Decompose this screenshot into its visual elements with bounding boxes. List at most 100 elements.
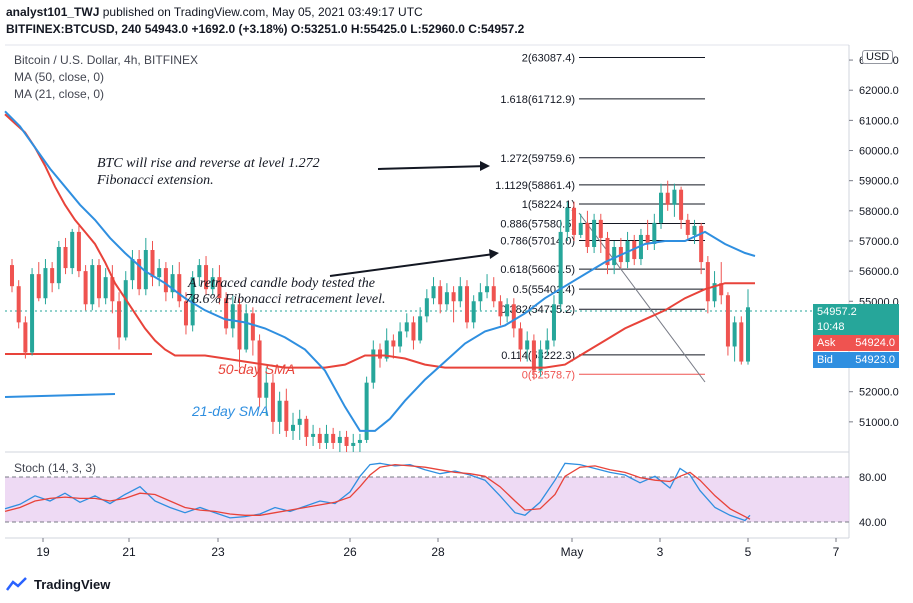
candle-body [190,277,195,326]
candle-body [665,192,670,205]
y-tick-label: 52000.0 [859,387,899,399]
candle-body [679,189,684,220]
candle-body [612,246,617,266]
candle-body [217,277,222,299]
sma50-label: 50-day SMA [218,361,295,377]
y-axis-ticks: 51000.052000.053000.054000.055000.056000… [849,55,899,429]
fib-level-label: 0.618(56067.5) [500,264,575,276]
stoch-axis-ticks: 80.00 40.00 [859,472,887,529]
y-tick-label: 58000.0 [859,206,899,218]
candle-body [117,301,122,338]
tradingview-logo[interactable]: TradingView [6,576,110,592]
x-tick-label: 23 [211,545,225,559]
y-tick-label: 62000.0 [859,85,899,97]
candle-body [438,286,443,305]
candle-body [324,433,329,443]
candle-body [525,340,530,350]
bid-tag: Bid 54923.0 [813,352,899,368]
candle-body [96,265,101,299]
candle-body [244,313,249,350]
candle-body [384,340,389,359]
candle-body [739,322,744,362]
retrace-note-line1: A retraced candle body tested the [187,276,375,291]
fib-level-label: 1(58224.1) [522,199,575,211]
candle-body [745,307,751,362]
candle-body [511,304,516,329]
candle-body [572,207,577,235]
candle-body [598,219,603,238]
candle-body [364,382,369,440]
candle-body [732,322,737,347]
candle-body [56,246,61,284]
candle-body [725,295,730,347]
x-tick-label: 7 [833,545,840,559]
candle-body [76,231,81,272]
y-tick-label: 60000.0 [859,146,899,158]
y-tick-label: 56000.0 [859,266,899,278]
candle-body [531,340,536,371]
candlesticks [9,180,751,452]
candle-body [130,259,135,281]
chart-legend-title[interactable]: Bitcoin / U.S. Dollar, 4h, BITFINEX [14,53,199,67]
legend-ma50[interactable]: MA (50, close, 0) [14,70,105,84]
candle-body [344,436,349,446]
candle-body [304,418,309,437]
ask-label: Ask [817,337,836,349]
candle-body [270,382,275,422]
fib-level-label: 2(63087.4) [522,52,575,64]
currency-button[interactable]: USD [862,50,894,64]
y-tick-label: 61000.0 [859,115,899,127]
candle-body [565,207,570,232]
candle-body [137,259,142,290]
candle-body [16,286,21,323]
candle-body [605,237,610,266]
bid-label: Bid [817,354,833,366]
ask-price: 54924.0 [855,337,895,349]
candle-body [36,274,41,299]
candle-body [418,316,423,341]
bar-countdown: 10:48 [813,319,899,335]
brand-name: TradingView [34,576,111,592]
candle-body [163,268,168,293]
sma21-label: 21-day SMA [191,403,269,419]
candle-body [672,189,677,205]
candle-body [150,250,155,278]
y-tick-label: 51000.0 [859,417,899,429]
author[interactable]: analyst101_TWJ [6,5,100,19]
candle-body [558,231,563,305]
extension-note-line1: BTC will rise and reverse at level 1.272 [97,156,320,171]
x-tick-label: 5 [745,545,752,559]
candle-body [331,433,336,443]
candle-body [377,349,383,359]
candle-body [83,271,88,305]
tradingview-icon [6,577,27,591]
candle-body [404,322,409,332]
candle-body [70,231,75,269]
publish-info: published on TradingView.com, May 05, 20… [102,5,423,19]
candle-body [471,301,476,323]
legend-ma21[interactable]: MA (21, close, 0) [14,87,105,101]
price-change: +1692.0 (+3.18%) [191,22,288,36]
fibonacci-levels[interactable]: 2(63087.4) 1.618(61712.9) 1.272(59759.6) 1.… [495,52,705,381]
candle-body [197,265,202,278]
candle-body [712,283,717,302]
candle-body [23,322,28,353]
drawn-blue-line[interactable] [4,393,116,398]
candle-body [491,286,496,302]
symbol[interactable]: BITFINEX:BTCUSD, 240 [6,22,142,36]
candle-body [458,286,463,302]
retrace-note-line2: 78.6% Fibonacci retracement level. [185,292,385,307]
ma21-line [4,110,756,432]
candle-body [63,246,68,269]
fib-trend-line[interactable] [578,212,706,383]
candle-body [464,286,469,323]
candle-body [699,225,704,263]
candle-body [357,439,362,443]
fib-level-label: 0.382(54735.2) [500,304,575,316]
candle-body [237,304,242,350]
extension-arrow-head [480,161,490,171]
last-price: 54943.0 [144,22,189,36]
fib-level-label: 0.786(57014.0) [500,236,575,248]
candle-body [585,222,590,247]
